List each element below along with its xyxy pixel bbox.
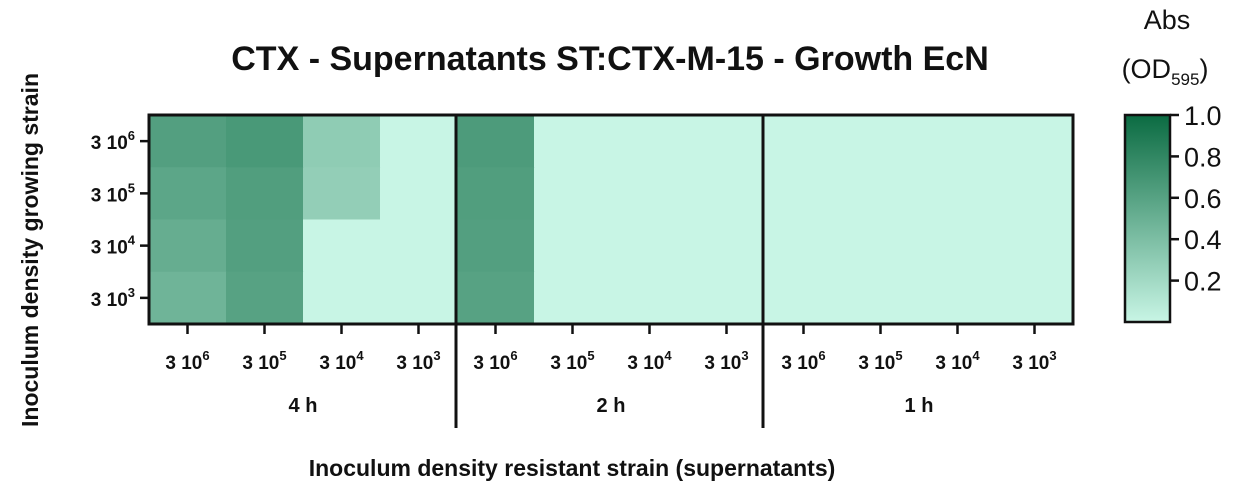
x-tick-label: 3 104 <box>319 348 364 374</box>
heatmap-cell <box>226 271 304 325</box>
group-labels: 4 h 2 h 1 h <box>289 395 934 417</box>
heatmap-cell <box>842 219 920 273</box>
heatmap-cell <box>919 271 997 325</box>
colorbar-label-unit: (OD595) <box>1122 54 1209 89</box>
heatmap-cell <box>996 271 1074 325</box>
heatmap-cell <box>226 167 304 221</box>
heatmap-cell <box>457 219 535 273</box>
heatmap-cell <box>765 115 843 168</box>
colorbar-gradient <box>1123 113 1172 324</box>
heatmap-cell <box>996 219 1074 273</box>
heatmap-cell <box>611 219 689 273</box>
heatmap-cell <box>149 167 227 221</box>
heatmap-cell <box>765 167 843 221</box>
colorbar: Abs (OD595) 1.0 0.8 0.6 0.4 0.2 <box>1122 5 1222 324</box>
heatmap-cell <box>534 115 612 168</box>
heatmap-cell <box>380 271 458 325</box>
y-tick-label: 3 103 <box>91 285 135 311</box>
heatmap-cell <box>380 115 458 168</box>
colorbar-tick-label: 0.6 <box>1184 184 1222 214</box>
heatmap-cell <box>688 219 766 273</box>
heatmap-cell <box>919 219 997 273</box>
x-tick-label: 3 106 <box>781 348 825 374</box>
x-tick-label: 3 104 <box>935 348 980 374</box>
heatmap-cell <box>919 167 997 221</box>
heatmap-cell <box>688 271 766 325</box>
x-axis-label: Inoculum density resistant strain (super… <box>309 455 836 481</box>
heatmap-cell <box>765 219 843 273</box>
heatmap-cell <box>534 219 612 273</box>
heatmap-cell <box>534 271 612 325</box>
colorbar-tick-label: 0.2 <box>1184 267 1222 297</box>
heatmap-cell <box>688 167 766 221</box>
heatmap-cell <box>842 115 920 168</box>
heatmap-cell <box>919 115 997 168</box>
group-label: 1 h <box>905 395 934 417</box>
heatmap-cell <box>996 167 1074 221</box>
heatmap-cell <box>457 271 535 325</box>
heatmap-cell <box>380 219 458 273</box>
x-tick-label: 3 103 <box>704 348 748 374</box>
colorbar-tick-label: 1.0 <box>1184 101 1222 131</box>
x-tick-label: 3 105 <box>550 348 594 374</box>
heatmap-cell <box>457 167 535 221</box>
heatmap-cell <box>303 115 381 168</box>
heatmap-cell <box>842 167 920 221</box>
heatmap-cell <box>457 115 535 168</box>
heatmap-cell <box>303 219 381 273</box>
heatmap-cell <box>303 271 381 325</box>
x-tick-label: 3 104 <box>627 348 672 374</box>
group-label: 4 h <box>289 395 318 417</box>
colorbar-label-main: Abs <box>1144 5 1191 35</box>
y-axis-label: Inoculum density growing strain <box>17 73 43 427</box>
colorbar-ticks: 1.0 0.8 0.6 0.4 0.2 <box>1170 101 1222 297</box>
x-tick-label: 3 106 <box>473 348 517 374</box>
heatmap-cell <box>149 115 227 168</box>
y-tick-label: 3 105 <box>91 180 135 206</box>
x-tick-label: 3 105 <box>858 348 902 374</box>
heatmap-cell <box>149 271 227 325</box>
heatmap-cell <box>226 115 304 168</box>
heatmap-cell <box>996 115 1074 168</box>
group-label: 2 h <box>597 395 626 417</box>
heatmap-cell <box>226 219 304 273</box>
x-tick-label: 3 105 <box>242 348 286 374</box>
heatmap-cell <box>534 167 612 221</box>
y-axis-ticks: 3 106 3 105 3 104 3 103 <box>91 128 149 311</box>
heatmap-cell <box>765 271 843 325</box>
colorbar-tick-label: 0.8 <box>1184 142 1222 172</box>
heatmap-cell <box>303 167 381 221</box>
colorbar-tick-label: 0.4 <box>1184 225 1222 255</box>
heatmap-cell <box>380 167 458 221</box>
heatmap-cell <box>842 271 920 325</box>
heatmap-cell <box>611 115 689 168</box>
y-tick-label: 3 104 <box>91 233 136 259</box>
x-tick-label: 3 103 <box>1012 348 1056 374</box>
chart-title: CTX - Supernatants ST:CTX-M-15 - Growth … <box>231 40 989 78</box>
plot-frame <box>147 113 1075 326</box>
x-axis-ticks: 3 106 3 105 3 104 3 103 3 106 3 105 3 104 3 103… <box>165 324 1057 374</box>
x-tick-label: 3 103 <box>396 348 440 374</box>
y-tick-label: 3 106 <box>91 128 135 154</box>
heatmap-cell <box>611 167 689 221</box>
x-tick-label: 3 106 <box>165 348 209 374</box>
heatmap-cell <box>611 271 689 325</box>
heatmap-cell <box>149 219 227 273</box>
heatmap-cells <box>149 115 1074 325</box>
heatmap-cell <box>688 115 766 168</box>
